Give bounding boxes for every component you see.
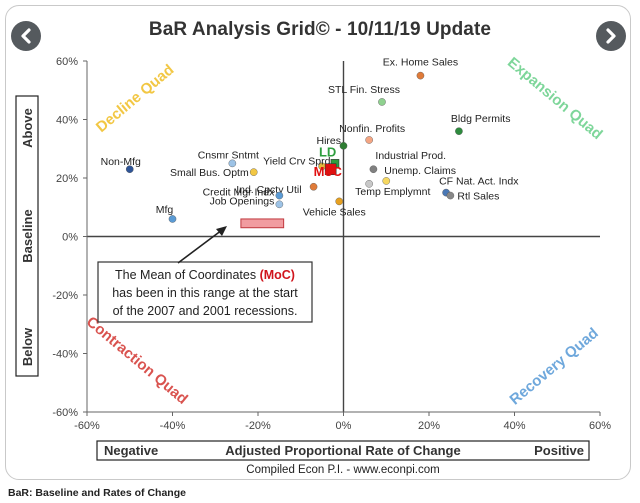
y-label-baseline: Baseline <box>20 209 35 262</box>
point-nonfin-profits <box>365 136 373 144</box>
point-label-hires: Hires <box>317 135 342 147</box>
y-axis-label-box <box>15 95 39 377</box>
point-unemp-claims <box>382 177 391 185</box>
point-mfg <box>168 215 177 223</box>
y-tick-label: 0% <box>62 232 78 244</box>
point-small-bus-optm <box>249 168 258 176</box>
quadrant-label-decline-quad: Decline Quad <box>93 61 177 136</box>
point-vehicle-sales <box>335 197 344 206</box>
moc-annotation: The Mean of Coordinates (MoC) has been in… <box>97 218 313 323</box>
quadrant-labels: Decline Quad Expansion Quad Contraction Qu… <box>83 54 606 408</box>
y-tick-label: -60% <box>52 407 78 419</box>
point-label-mfg: Mfg <box>156 204 174 216</box>
y-tick-label: 20% <box>56 173 78 185</box>
point-temp-emplymnt <box>365 180 373 188</box>
point-label-nonfin-profits: Nonfin. Profits <box>339 123 405 135</box>
point-hires <box>339 142 348 150</box>
annotation-moc-highlight: (MoC) <box>260 268 295 282</box>
annotation-text: The Mean of Coordinates <box>115 268 260 282</box>
x-tick-label: 40% <box>503 420 525 432</box>
x-axis-label-box <box>96 440 590 461</box>
x-label-positive: Positive <box>534 443 584 458</box>
quadrant-label-recovery-quad: Recovery Quad <box>506 325 601 409</box>
annotation-line-1: The Mean of Coordinates (MoC) <box>115 268 295 282</box>
y-tick-label: 40% <box>56 115 78 127</box>
point-stl-fin-stress <box>378 98 386 106</box>
y-tick-label: -20% <box>52 290 78 302</box>
point-label-unemp-claims: Unemp. Claims <box>384 165 456 177</box>
point-label-cf-nat-act-indx: CF Nat. Act. Indx <box>439 176 519 188</box>
figure-caption: BaR: Baseline and Rates of Change <box>8 487 186 499</box>
chart-frame <box>5 5 631 480</box>
point-ind-cpcty-util <box>309 182 318 191</box>
point-label-cnsmr-sntmt: Cnsmr Sntmt <box>198 149 259 161</box>
point-job-openings <box>275 200 284 209</box>
point-label-ld: LD <box>319 144 336 159</box>
chart-title: BaR Analysis Grid© - 10/11/19 Update <box>148 19 492 40</box>
chevron-right-icon <box>606 28 616 44</box>
source-note: Compiled Econ P.I. - www.econpi.com <box>246 464 439 476</box>
annotation-arrow-line <box>177 229 223 264</box>
x-tick-label: -60% <box>74 420 100 432</box>
point-cnsmr-sntmt <box>228 159 237 168</box>
point-label-temp-emplymnt: Temp Emplymnt <box>355 186 430 198</box>
quadrant-label-contraction-quad: Contraction Quad <box>83 313 191 407</box>
point-label-credit-mgr-indx: Credit Mgr Indx <box>203 187 276 199</box>
x-tick-label: -20% <box>245 420 271 432</box>
y-label-above: Above <box>20 108 35 148</box>
point-label-stl-fin-stress: STL Fin. Stress <box>328 84 400 96</box>
quadrant-label-expansion-quad: Expansion Quad <box>504 54 606 143</box>
point-bldg-permits <box>455 127 463 135</box>
moc-range-box <box>240 218 285 229</box>
x-axis-title: Adjusted Proportional Rate of Change <box>225 443 460 458</box>
point-label-small-bus-optm: Small Bus. Optm <box>170 167 249 179</box>
x-tick-label: -40% <box>160 420 186 432</box>
annotation-line-3: of the 2007 and 2001 recessions. <box>113 304 298 318</box>
y-tick-label: -40% <box>52 349 78 361</box>
y-tick-label: 60% <box>56 56 78 68</box>
previous-button[interactable] <box>11 21 41 51</box>
point-label-job-openings: Job Openings <box>210 195 275 207</box>
point-label-moc: MoC <box>314 164 343 179</box>
point-rtl-sales <box>446 191 455 200</box>
x-label-negative: Negative <box>104 443 158 458</box>
point-credit-mgr-indx <box>275 191 284 200</box>
point-ex-home-sales <box>416 71 425 80</box>
point-label-vehicle-sales: Vehicle Sales <box>303 206 366 218</box>
chevron-left-icon <box>21 28 31 44</box>
axes: -60% -40% -20% 0% 20% 40% 60% -60% -40% -20% 0% 20%… <box>52 56 611 432</box>
point-label-ex-home-sales: Ex. Home Sales <box>383 57 458 69</box>
annotation-line-2: has been in this range at the start <box>112 286 298 300</box>
x-tick-label: 20% <box>418 420 440 432</box>
next-button[interactable] <box>596 21 626 51</box>
point-label-bldg-permits: Bldg Permits <box>451 113 511 125</box>
annotation-box <box>97 261 313 323</box>
point-label-rtl-sales: Rtl Sales <box>457 191 499 203</box>
x-tick-label: 60% <box>589 420 611 432</box>
data-points: Ex. Home Sales STL Fin. Stress Bldg Permit… <box>101 57 519 223</box>
point-label-industrial-prod: Industrial Prod. <box>375 150 446 162</box>
point-moc <box>324 163 337 176</box>
scatter-plot: Decline Quad Expansion Quad Contraction Qu… <box>15 54 611 476</box>
x-tick-label: 0% <box>336 420 352 432</box>
point-industrial-prod <box>369 165 378 174</box>
point-label-non-mfg: Non-Mfg <box>101 156 141 168</box>
point-non-mfg <box>125 165 134 174</box>
point-label-ind-cpcty-util: Ind. Cpcty Util <box>236 184 301 196</box>
annotation-arrow-head <box>216 226 227 236</box>
point-label-yield-crv-sprd: Yield Crv Sprd <box>263 155 330 167</box>
y-label-below: Below <box>20 327 35 366</box>
